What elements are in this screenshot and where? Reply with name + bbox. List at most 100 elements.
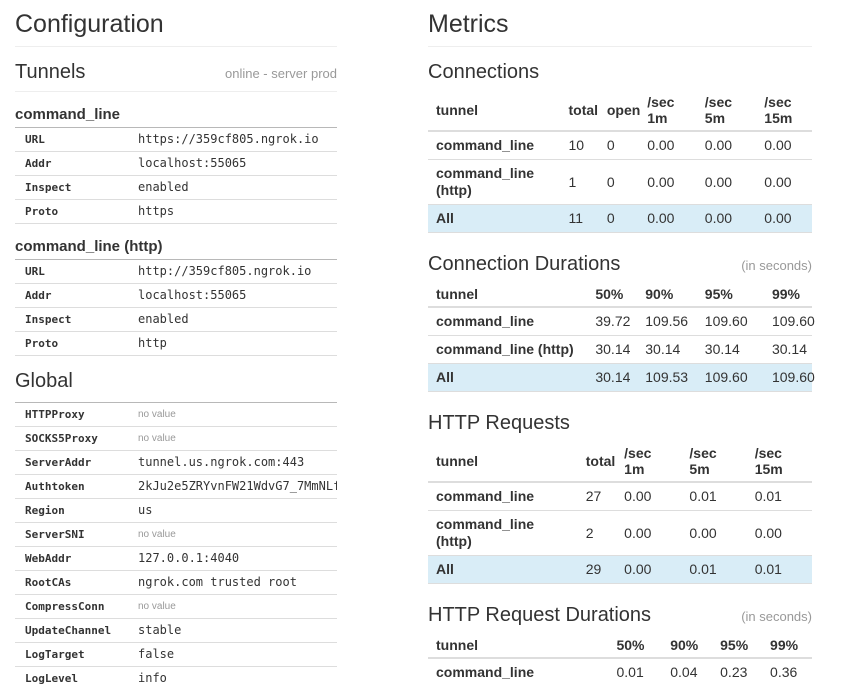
http-requests-table: tunnel total /sec 1m /sec 5m /sec 15m co… <box>428 444 812 584</box>
config-key: RootCAs <box>25 576 72 589</box>
config-key: UpdateChannel <box>25 624 112 637</box>
config-value: no value <box>138 601 176 612</box>
metric-value: 0 <box>598 204 640 233</box>
table-row: command_line 39.72 109.56 109.60 109.60 <box>428 307 815 336</box>
config-row: Proto https <box>15 200 337 224</box>
metric-value: 109.60 <box>696 307 764 336</box>
config-value: ngrok.com trusted root <box>138 575 297 589</box>
global-title: Global <box>15 370 73 392</box>
metric-value: 0.00 <box>639 131 697 160</box>
tunnel-label: command_line <box>428 482 578 511</box>
http-request-durations-header: HTTP Request Durations (in seconds) <box>428 604 812 626</box>
column-header: total <box>577 444 617 483</box>
config-key: Region <box>25 504 65 517</box>
all-row: All 29 0.00 0.01 0.01 <box>428 555 812 584</box>
config-value: http://359cf805.ngrok.io <box>138 264 312 278</box>
config-key: Proto <box>25 337 59 350</box>
metric-value: 0.04 <box>662 658 713 684</box>
metric-value: 11 <box>560 204 599 233</box>
metric-value: 30.14 <box>587 335 638 364</box>
tunnel-name: command_line (http) <box>15 238 163 255</box>
column-header: tunnel <box>428 444 578 483</box>
metric-value: 0.00 <box>756 131 812 160</box>
column-header: /sec 1m <box>639 93 697 132</box>
tunnel-name: command_line <box>15 106 121 123</box>
config-value: localhost:55065 <box>138 156 247 170</box>
http-requests-title: HTTP Requests <box>428 412 570 434</box>
column-header: tunnel <box>428 285 588 308</box>
configuration-column: Configuration Tunnels online - server pr… <box>15 0 337 684</box>
config-value: https://359cf805.ngrok.io <box>138 132 319 146</box>
config-key: Authtoken <box>25 480 85 493</box>
connection-durations-title: Connection Durations <box>428 253 621 275</box>
tunnel-label: command_line <box>428 307 588 336</box>
metric-value: 0.36 <box>762 658 812 684</box>
column-header: 90% <box>662 636 713 659</box>
config-key: Inspect <box>25 313 72 326</box>
config-row: ServerAddr tunnel.us.ngrok.com:443 <box>15 451 337 475</box>
column-header: 95% <box>696 285 764 308</box>
column-header: /sec 15m <box>746 444 812 483</box>
config-key: Inspect <box>25 181 72 194</box>
metric-value: 1 <box>560 159 599 205</box>
column-header: 90% <box>637 285 697 308</box>
metric-value: 0 <box>598 159 640 205</box>
metric-value: 0.01 <box>608 658 663 684</box>
config-row: Inspect enabled <box>15 308 337 332</box>
metric-value: 0.00 <box>696 131 757 160</box>
config-key: SOCKS5Proxy <box>25 432 98 445</box>
config-value: no value <box>138 529 176 540</box>
column-header: total <box>560 93 599 132</box>
config-key: URL <box>25 265 45 278</box>
metric-value: 0.00 <box>756 204 812 233</box>
config-value: stable <box>138 623 182 637</box>
connections-header: Connections <box>428 61 812 83</box>
configuration-title: Configuration <box>15 10 164 38</box>
config-value: us <box>138 503 153 517</box>
column-header: 95% <box>712 636 763 659</box>
config-key: WebAddr <box>25 552 72 565</box>
connections-title: Connections <box>428 61 540 83</box>
metric-value: 0.00 <box>639 159 697 205</box>
metric-value: 30.14 <box>696 335 764 364</box>
tunnel-status: online - server prod <box>225 66 337 81</box>
config-value: http <box>138 336 167 350</box>
connection-durations-header: Connection Durations (in seconds) <box>428 253 812 275</box>
metrics-column: Metrics Connections tunnel total open /s… <box>428 0 815 684</box>
metric-value: 29 <box>577 555 617 584</box>
table-header-row: tunnel 50% 90% 95% 99% <box>428 285 812 308</box>
column-header: open <box>598 93 640 132</box>
units-note: (in seconds) <box>741 258 812 273</box>
column-header: 99% <box>762 636 812 659</box>
config-row: CompressConn no value <box>15 595 337 619</box>
config-key: Proto <box>25 205 59 218</box>
metric-value: 27 <box>577 482 617 511</box>
metric-value: 10 <box>560 131 599 160</box>
metric-value: 0.00 <box>756 159 812 205</box>
metric-value: 0.00 <box>746 510 812 556</box>
metric-value: 0.00 <box>681 510 747 556</box>
metric-value: 0 <box>598 131 640 160</box>
column-header: tunnel <box>428 93 561 132</box>
column-header: 50% <box>608 636 663 659</box>
config-row: Region us <box>15 499 337 523</box>
config-value: enabled <box>138 312 189 326</box>
table-row: command_line 0.01 0.04 0.23 0.36 <box>428 658 812 684</box>
tunnel-label: command_line (http) <box>428 335 588 364</box>
metric-value: 0.00 <box>616 555 682 584</box>
table-header-row: tunnel total open /sec 1m /sec 5m /sec 1… <box>428 93 812 132</box>
tunnel-config-table: URL https://359cf805.ngrok.io Addr local… <box>15 127 337 224</box>
table-row: command_line (http) 30.14 30.14 30.14 30… <box>428 335 812 364</box>
metric-value: 0.01 <box>681 482 747 511</box>
config-value: no value <box>138 409 176 420</box>
metric-value: 30.14 <box>587 363 638 392</box>
column-header: 99% <box>763 285 812 308</box>
config-row: SOCKS5Proxy no value <box>15 427 337 451</box>
http-requests-header: HTTP Requests <box>428 412 812 434</box>
all-row: All 30.14 109.53 109.60 109.60 <box>428 363 815 392</box>
config-key: Addr <box>25 157 52 170</box>
metric-value: 30.14 <box>637 335 697 364</box>
metric-value: 30.14 <box>763 335 812 364</box>
metric-value: 0.01 <box>746 482 812 511</box>
